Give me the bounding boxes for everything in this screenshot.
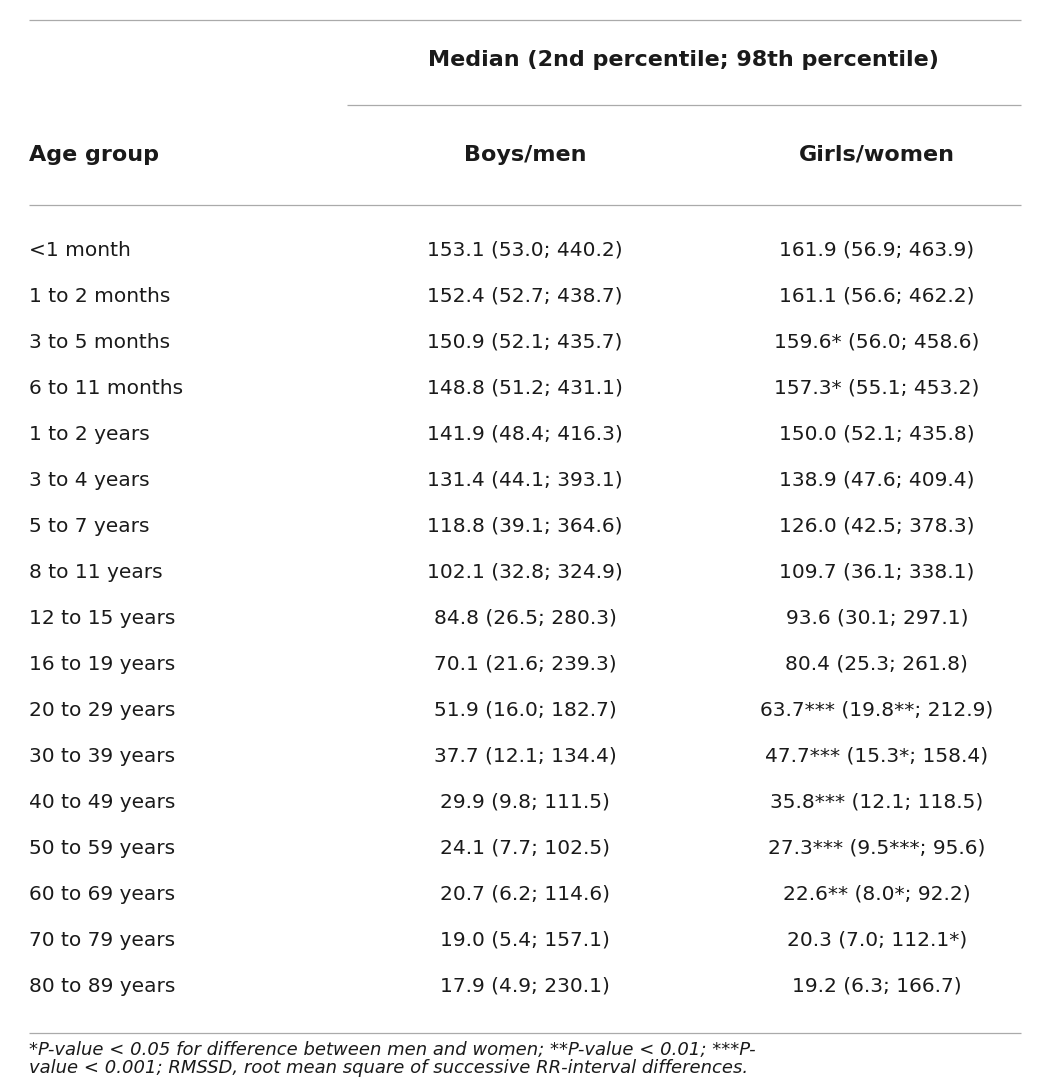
- Text: 159.6* (56.0; 458.6): 159.6* (56.0; 458.6): [774, 332, 980, 352]
- Text: 20 to 29 years: 20 to 29 years: [29, 701, 175, 719]
- Text: 8 to 11 years: 8 to 11 years: [29, 562, 163, 582]
- Text: 1 to 2 months: 1 to 2 months: [29, 287, 171, 305]
- Text: 80 to 89 years: 80 to 89 years: [29, 977, 175, 995]
- Text: 126.0 (42.5; 378.3): 126.0 (42.5; 378.3): [779, 517, 974, 535]
- Text: 19.0 (5.4; 157.1): 19.0 (5.4; 157.1): [440, 930, 610, 950]
- Text: 29.9 (9.8; 111.5): 29.9 (9.8; 111.5): [440, 793, 610, 811]
- Text: 118.8 (39.1; 364.6): 118.8 (39.1; 364.6): [427, 517, 623, 535]
- Text: 150.0 (52.1; 435.8): 150.0 (52.1; 435.8): [779, 425, 974, 444]
- Text: 3 to 4 years: 3 to 4 years: [29, 470, 150, 490]
- Text: 20.7 (6.2; 114.6): 20.7 (6.2; 114.6): [440, 885, 610, 903]
- Text: 102.1 (32.8; 324.9): 102.1 (32.8; 324.9): [427, 562, 623, 582]
- Text: 27.3*** (9.5***; 95.6): 27.3*** (9.5***; 95.6): [768, 838, 986, 858]
- Text: 35.8*** (12.1; 118.5): 35.8*** (12.1; 118.5): [770, 793, 984, 811]
- Text: Girls/women: Girls/women: [799, 145, 954, 165]
- Text: 5 to 7 years: 5 to 7 years: [29, 517, 150, 535]
- Text: Age group: Age group: [29, 145, 160, 165]
- Text: 150.9 (52.1; 435.7): 150.9 (52.1; 435.7): [427, 332, 623, 352]
- Text: 70.1 (21.6; 239.3): 70.1 (21.6; 239.3): [434, 654, 616, 674]
- Text: *P-value < 0.05 for difference between men and women; **P-value < 0.01; ***P-: *P-value < 0.05 for difference between m…: [29, 1041, 756, 1059]
- Text: 12 to 15 years: 12 to 15 years: [29, 609, 175, 627]
- Text: 80.4 (25.3; 261.8): 80.4 (25.3; 261.8): [785, 654, 968, 674]
- Text: 161.1 (56.6; 462.2): 161.1 (56.6; 462.2): [779, 287, 974, 305]
- Text: <1 month: <1 month: [29, 240, 131, 260]
- Text: 6 to 11 months: 6 to 11 months: [29, 378, 184, 397]
- Text: 30 to 39 years: 30 to 39 years: [29, 746, 175, 766]
- Text: 3 to 5 months: 3 to 5 months: [29, 332, 170, 352]
- Text: Boys/men: Boys/men: [464, 145, 586, 165]
- Text: 40 to 49 years: 40 to 49 years: [29, 793, 175, 811]
- Text: 24.1 (7.7; 102.5): 24.1 (7.7; 102.5): [440, 838, 610, 858]
- Text: 157.3* (55.1; 453.2): 157.3* (55.1; 453.2): [774, 378, 980, 397]
- Text: 60 to 69 years: 60 to 69 years: [29, 885, 175, 903]
- Text: 109.7 (36.1; 338.1): 109.7 (36.1; 338.1): [779, 562, 974, 582]
- Text: 152.4 (52.7; 438.7): 152.4 (52.7; 438.7): [427, 287, 623, 305]
- Text: 93.6 (30.1; 297.1): 93.6 (30.1; 297.1): [785, 609, 968, 627]
- Text: 16 to 19 years: 16 to 19 years: [29, 654, 175, 674]
- Text: 50 to 59 years: 50 to 59 years: [29, 838, 175, 858]
- Text: 22.6** (8.0*; 92.2): 22.6** (8.0*; 92.2): [783, 885, 970, 903]
- Text: 161.9 (56.9; 463.9): 161.9 (56.9; 463.9): [779, 240, 974, 260]
- Text: 17.9 (4.9; 230.1): 17.9 (4.9; 230.1): [440, 977, 610, 995]
- Text: 84.8 (26.5; 280.3): 84.8 (26.5; 280.3): [434, 609, 616, 627]
- Text: 148.8 (51.2; 431.1): 148.8 (51.2; 431.1): [427, 378, 623, 397]
- Text: 37.7 (12.1; 134.4): 37.7 (12.1; 134.4): [434, 746, 616, 766]
- Text: 141.9 (48.4; 416.3): 141.9 (48.4; 416.3): [427, 425, 623, 444]
- Text: Median (2nd percentile; 98th percentile): Median (2nd percentile; 98th percentile): [428, 50, 939, 70]
- Text: 70 to 79 years: 70 to 79 years: [29, 930, 175, 950]
- Text: 20.3 (7.0; 112.1*): 20.3 (7.0; 112.1*): [786, 930, 967, 950]
- Text: 1 to 2 years: 1 to 2 years: [29, 425, 150, 444]
- Text: 63.7*** (19.8**; 212.9): 63.7*** (19.8**; 212.9): [760, 701, 993, 719]
- Text: 47.7*** (15.3*; 158.4): 47.7*** (15.3*; 158.4): [765, 746, 988, 766]
- Text: 138.9 (47.6; 409.4): 138.9 (47.6; 409.4): [779, 470, 974, 490]
- Text: 19.2 (6.3; 166.7): 19.2 (6.3; 166.7): [792, 977, 962, 995]
- Text: value < 0.001; RMSSD, root mean square of successive RR-interval differences.: value < 0.001; RMSSD, root mean square o…: [29, 1059, 749, 1077]
- Text: 131.4 (44.1; 393.1): 131.4 (44.1; 393.1): [427, 470, 623, 490]
- Text: 51.9 (16.0; 182.7): 51.9 (16.0; 182.7): [434, 701, 616, 719]
- Text: 153.1 (53.0; 440.2): 153.1 (53.0; 440.2): [427, 240, 623, 260]
